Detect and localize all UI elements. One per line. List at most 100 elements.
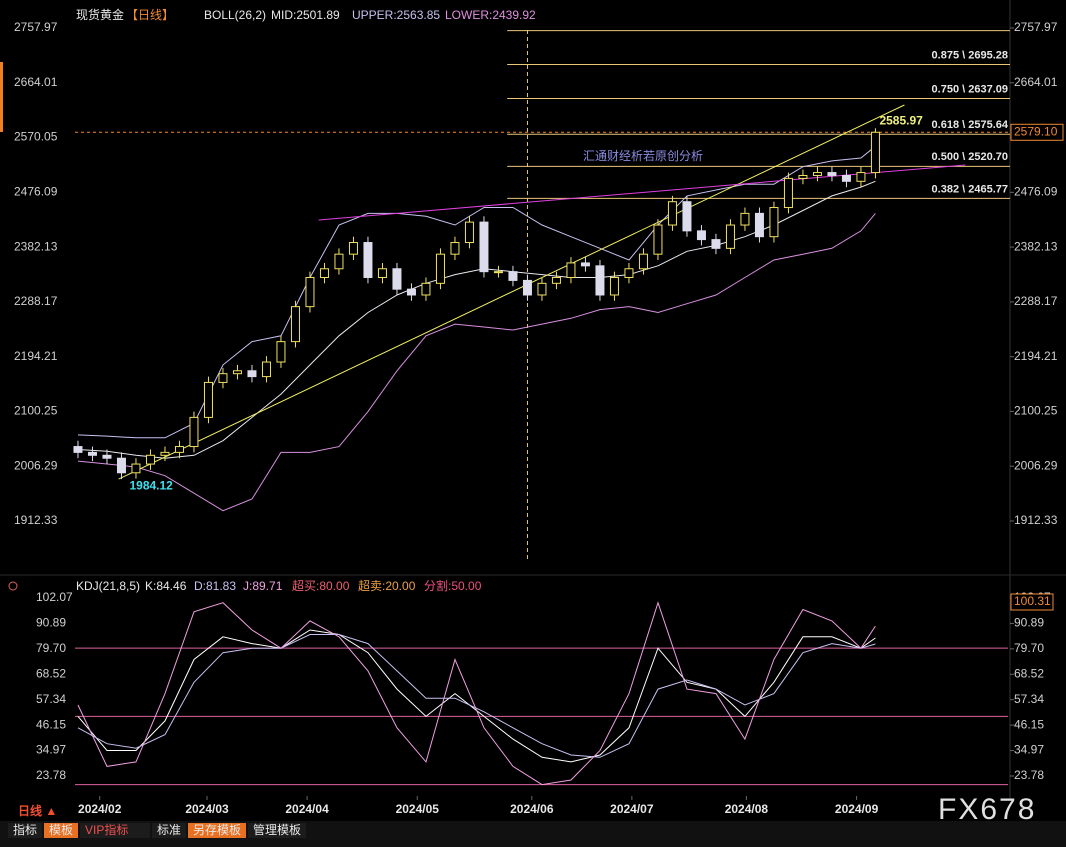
tab[interactable]: 管理模板 xyxy=(253,822,301,837)
tab[interactable]: 模板 xyxy=(49,823,73,837)
candle-body xyxy=(508,271,518,281)
tab[interactable]: 另存模板 xyxy=(193,823,241,837)
candle-body xyxy=(841,174,851,182)
candle-body xyxy=(870,131,880,174)
kdj-line xyxy=(77,601,876,786)
high-annotation: 2585.97 xyxy=(879,113,923,127)
candle-body xyxy=(595,265,605,296)
y-tick-label: 68.52 xyxy=(1014,666,1044,680)
period[interactable]: 【日线】 xyxy=(126,8,174,22)
candle-body xyxy=(682,201,692,232)
candle-body xyxy=(522,279,532,296)
k-value: K:84.46 xyxy=(145,579,187,593)
tab-bg[interactable] xyxy=(80,823,150,838)
tab[interactable]: 标准 xyxy=(157,823,181,837)
candle-body xyxy=(754,212,764,238)
candle-body xyxy=(363,242,373,278)
y-tick-label: 2194.21 xyxy=(14,349,58,363)
y-tick-label: 2664.01 xyxy=(1014,75,1058,89)
boll-band xyxy=(77,145,876,439)
kdj-line xyxy=(77,634,876,758)
candle-body xyxy=(73,446,83,453)
y-tick-label: 2476.09 xyxy=(14,185,58,199)
period-switch[interactable]: 日线 ▲ xyxy=(18,803,57,818)
y-tick-label: 79.70 xyxy=(1014,641,1044,655)
y-tick-label: 57.34 xyxy=(36,692,66,706)
side-marker xyxy=(0,62,3,132)
tab-bg[interactable] xyxy=(152,823,186,838)
analysis-note: 汇通财经析若原创分析 xyxy=(583,149,703,163)
candle-body xyxy=(479,221,489,273)
candle-body xyxy=(450,242,460,255)
tab-bg[interactable] xyxy=(8,823,42,838)
candle-body xyxy=(131,463,141,474)
candle-body xyxy=(276,341,286,363)
candle-body xyxy=(566,262,576,278)
candle-body xyxy=(145,454,155,465)
y-tick-label: 2288.17 xyxy=(1014,294,1058,308)
candle-body xyxy=(609,276,619,296)
tab[interactable]: 指标 xyxy=(13,822,37,837)
fib-label: 0.500 \ 2520.70 xyxy=(932,151,1008,163)
mid-value: MID:2501.89 xyxy=(271,8,340,22)
x-tick-label: 2024/06 xyxy=(510,802,554,816)
candle-body xyxy=(667,201,677,226)
x-tick-label: 2024/05 xyxy=(396,802,440,816)
candle-body xyxy=(189,416,199,448)
candle-body xyxy=(624,268,634,278)
indicator-name[interactable]: BOLL(26,2) xyxy=(204,8,266,22)
tab-bg[interactable] xyxy=(188,823,246,838)
candle-body xyxy=(319,268,329,278)
y-tick-label: 2006.29 xyxy=(1014,458,1058,472)
settings-icon[interactable] xyxy=(8,581,18,591)
tab[interactable]: VIP指标 xyxy=(85,822,128,837)
trend-line xyxy=(118,104,905,480)
candle-body xyxy=(783,177,793,209)
fib-label: 0.750 \ 2637.09 xyxy=(932,83,1008,95)
divider-level: 分割:50.00 xyxy=(424,578,482,593)
candle-body xyxy=(87,451,97,456)
y-tick-label: 79.70 xyxy=(36,641,66,655)
tab-bg[interactable] xyxy=(248,823,306,838)
candle-body xyxy=(740,212,750,226)
y-tick-label: 2570.05 xyxy=(14,130,58,144)
brand-watermark: FX678 xyxy=(938,793,1036,826)
candle-body xyxy=(174,446,184,453)
candle-body xyxy=(725,224,735,249)
y-tick-label: 34.97 xyxy=(36,743,66,757)
y-tick-label: 2382.13 xyxy=(14,239,58,253)
instrument-title: 现货黄金 xyxy=(76,7,124,22)
candle-body xyxy=(334,253,344,270)
candle-body xyxy=(232,370,242,375)
candle-body xyxy=(377,268,387,278)
candle-body xyxy=(856,172,866,182)
y-tick-label: 68.52 xyxy=(36,666,66,680)
kdj-value-label: 100.31 xyxy=(1014,594,1051,608)
candle-body xyxy=(696,230,706,241)
candle-body xyxy=(116,457,126,474)
x-tick-label: 2024/02 xyxy=(78,802,122,816)
candle-body xyxy=(580,262,590,267)
y-tick-label: 1912.33 xyxy=(1014,513,1058,527)
kdj-line xyxy=(77,629,876,763)
d-value: D:81.83 xyxy=(194,579,236,593)
y-tick-label: 57.34 xyxy=(1014,692,1044,706)
low-annotation: 1984.12 xyxy=(129,478,173,492)
oversold: 超卖:20.00 xyxy=(358,578,416,593)
y-tick-label: 1912.33 xyxy=(14,513,58,527)
y-tick-label: 23.78 xyxy=(36,768,66,782)
candle-body xyxy=(218,373,228,383)
x-tick-label: 2024/04 xyxy=(285,802,329,816)
lower-value: LOWER:2439.92 xyxy=(445,8,536,22)
tab-bg[interactable] xyxy=(44,823,78,838)
y-tick-label: 2288.17 xyxy=(14,294,58,308)
y-tick-label: 90.89 xyxy=(36,616,66,630)
x-tick-label: 2024/09 xyxy=(835,802,879,816)
candle-body xyxy=(261,361,271,378)
candle-body xyxy=(203,381,213,418)
candle-body xyxy=(653,224,663,255)
candle-body xyxy=(392,268,402,290)
kdj-name[interactable]: KDJ(21,8,5) xyxy=(76,579,140,593)
fib-label: 0.875 \ 2695.28 xyxy=(932,49,1008,61)
